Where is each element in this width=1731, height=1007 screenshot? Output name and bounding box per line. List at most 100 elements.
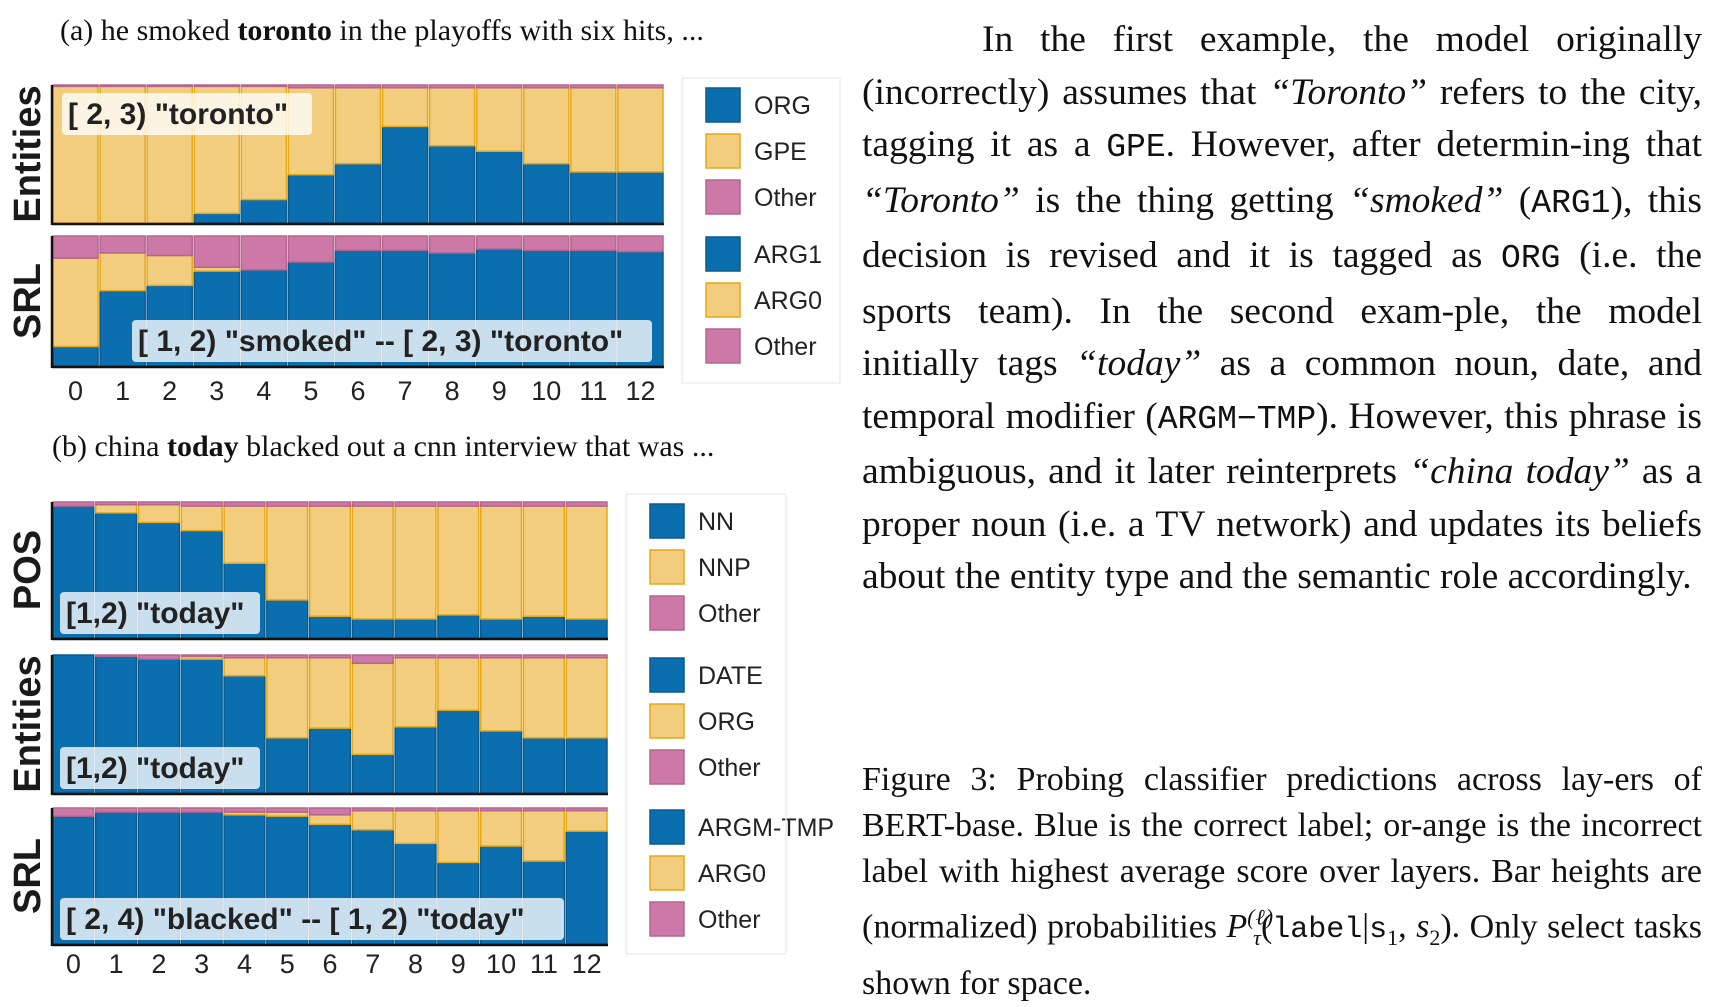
y-axis-label: POS — [7, 530, 49, 610]
figure-caption: Figure 3: Probing classifier predictions… — [862, 761, 1703, 1003]
bar-other-3 — [180, 501, 223, 507]
bar-nnp-8 — [394, 505, 437, 620]
bar-org-7 — [351, 662, 394, 756]
x-tick-label: 3 — [194, 949, 209, 979]
bar-arg0-1 — [99, 252, 146, 292]
x-tick-label: 0 — [68, 376, 83, 406]
bar-other-12 — [617, 84, 664, 89]
bar-other-9 — [437, 654, 480, 659]
bar-other-8 — [394, 654, 437, 659]
bar-gpe-11 — [570, 87, 617, 173]
bar-other-9 — [475, 84, 523, 89]
bar-date-12 — [565, 737, 608, 794]
bar-other-10 — [479, 807, 523, 812]
bar-org-7 — [381, 125, 429, 224]
x-tick-label: 8 — [445, 376, 460, 406]
legend-swatch-0 — [649, 503, 685, 539]
bar-date-5 — [266, 737, 309, 794]
bar-other-0 — [52, 807, 95, 817]
bar-other-1 — [99, 84, 146, 88]
bar-other-7 — [351, 807, 394, 812]
legend-swatch-2 — [649, 595, 685, 631]
x-tick-label: 6 — [350, 376, 365, 406]
bar-other-11 — [570, 84, 617, 89]
bar-other-7 — [381, 84, 429, 89]
legend-swatch-0 — [649, 809, 685, 845]
legend-label-2: Other — [698, 906, 761, 934]
bar-org-10 — [523, 162, 570, 224]
bar-arg0-6 — [308, 814, 352, 826]
legend-label-1: GPE — [754, 138, 807, 166]
bar-gpe-7 — [381, 87, 429, 128]
bar-other-11 — [522, 654, 565, 659]
bar-other-6 — [334, 84, 382, 89]
bar-other-10 — [523, 84, 570, 89]
annotation-box — [60, 898, 564, 940]
y-axis-label: Entities — [7, 85, 49, 222]
legend-label-1: ARG0 — [754, 287, 822, 315]
bar-nnp-5 — [266, 505, 309, 601]
legend-label-1: ARG0 — [698, 860, 766, 888]
probing-figure: Entities [ 2, 3) "toronto" ORG GPE Other SRL [… — [7, 77, 841, 979]
y-axis-label: SRL — [7, 838, 49, 914]
annotation-box — [132, 320, 652, 362]
legend-swatch-1 — [649, 855, 685, 891]
bar-date-10 — [479, 730, 523, 794]
bar-other-4 — [240, 235, 288, 271]
bar-other-1 — [95, 807, 138, 813]
bar-other-3 — [193, 84, 241, 88]
x-tick-label: 2 — [151, 949, 166, 979]
bar-org-11 — [570, 171, 617, 224]
chart-panel-2: POS [1,2) "today" NN NNP Other — [7, 501, 761, 641]
bar-other-4 — [223, 654, 266, 659]
bar-other-4 — [223, 501, 266, 507]
bar-other-5 — [266, 654, 309, 659]
bar-nn-12 — [565, 618, 608, 639]
legend-swatch-1 — [705, 282, 741, 318]
x-tick-label: 4 — [256, 376, 271, 406]
body-paragraph: In the first example, the model original… — [862, 19, 1703, 597]
legend-swatch-2 — [649, 749, 685, 785]
legend-label-0: ARGM-TMP — [698, 814, 834, 842]
legend-label-2: Other — [698, 754, 761, 782]
legend-swatch-0 — [649, 657, 685, 693]
bar-org-5 — [266, 657, 309, 739]
bar-other-0 — [52, 501, 95, 507]
bar-org-9 — [475, 150, 523, 224]
x-tick-label: 4 — [237, 949, 252, 979]
bar-arg1-0 — [52, 345, 99, 367]
bar-arg0-8 — [394, 809, 437, 845]
annotation-box — [62, 93, 312, 135]
x-tick-label: 1 — [115, 376, 130, 406]
x-tick-label: 10 — [486, 949, 516, 979]
bar-other-1 — [95, 501, 138, 506]
bar-date-8 — [394, 726, 437, 794]
bar-other-6 — [308, 654, 352, 659]
bar-other-9 — [475, 235, 523, 250]
legend-swatch-2 — [649, 901, 685, 937]
span-annotation: [ 1, 2) "smoked" -- [ 2, 3) "toronto" — [138, 325, 623, 358]
bar-arg0-2 — [146, 254, 193, 287]
chart-panel-1: SRL [ 1, 2) "smoked" -- [ 2, 3) "toronto"… — [7, 235, 822, 406]
bar-other-7 — [381, 235, 429, 252]
legend-label-0: ARG1 — [754, 241, 822, 269]
legend-label-2: Other — [754, 184, 817, 212]
bar-other-6 — [334, 235, 382, 252]
legend-label-2: Other — [754, 333, 817, 361]
bar-other-2 — [146, 235, 193, 257]
chart-panel-4: SRL [ 2, 4) "blacked" -- [ 1, 2) "today" A… — [7, 807, 834, 979]
bar-other-2 — [137, 501, 181, 506]
example-a-sentence: (a) he smoked toronto in the playoffs wi… — [60, 14, 704, 47]
bar-other-11 — [570, 235, 617, 252]
legend-frame-b — [625, 493, 787, 955]
bar-nn-11 — [522, 615, 565, 639]
bar-nnp-1 — [95, 503, 138, 514]
legend-label-0: ORG — [754, 92, 811, 120]
legend: ORG GPE Other — [705, 87, 817, 215]
bar-nnp-12 — [565, 505, 608, 620]
legend-label-2: Other — [698, 600, 761, 628]
bar-other-11 — [522, 807, 565, 812]
x-tick-label: 9 — [492, 376, 507, 406]
bar-other-11 — [522, 501, 565, 507]
bar-other-3 — [193, 235, 241, 268]
